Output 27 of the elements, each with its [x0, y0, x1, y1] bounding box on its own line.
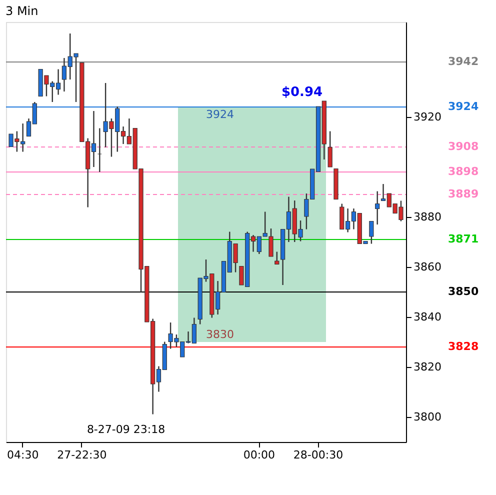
candlestick [328, 130, 332, 168]
x-tick-label: 00:00 [243, 448, 276, 462]
y-tick-label: 3920 [414, 110, 442, 124]
ref-line-label: 3828 [448, 340, 479, 353]
ref-line-label: 3924 [448, 100, 479, 113]
x-tick-label: 04:30 [6, 448, 39, 462]
y-tick-label: 3860 [414, 260, 442, 274]
annotation: 3924 [206, 108, 234, 121]
ref-line-label: 3898 [448, 165, 479, 178]
ref-line-label: 3871 [448, 232, 479, 246]
y-tick-label: 3800 [414, 410, 442, 424]
annotation: 8-27-09 23:18 [86, 423, 166, 436]
y-tick-label: 3820 [414, 360, 442, 374]
ref-line-label: 3889 [448, 188, 479, 200]
y-tick-label: 3880 [414, 210, 442, 224]
candlestick [274, 251, 280, 265]
candlestick [369, 220, 374, 244]
candlestick [375, 190, 380, 226]
ref-line-label: 3850 [448, 285, 479, 298]
x-tick-label: 27-22:30 [57, 448, 107, 462]
annotation: 3830 [206, 328, 234, 341]
x-tick-label: 28-00:30 [293, 448, 344, 462]
ref-line-label: 3942 [448, 55, 479, 68]
ref-line-label: 3908 [448, 140, 479, 153]
annotation: $0.94 [281, 85, 323, 100]
y-tick-label: 3840 [414, 310, 442, 324]
chart-title: 3 Min [6, 4, 38, 18]
